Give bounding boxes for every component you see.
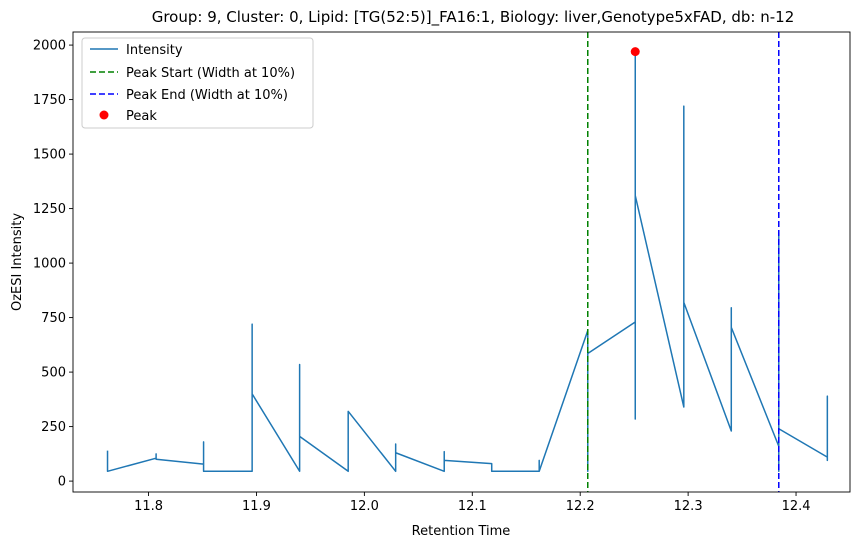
y-tick-label-5: 1250 [33,202,66,217]
series-line-0 [106,50,829,473]
y-tick-label-6: 1500 [33,148,66,163]
legend-peak-swatch [99,110,109,120]
x-tick-label-5: 12.3 [674,499,703,514]
peak-marker-0 [630,47,640,57]
y-axis-label: OzESI Intensity [10,213,25,311]
x-tick-label-6: 12.4 [782,499,811,514]
y-tick-label-0: 0 [58,475,66,490]
x-tick-label-1: 11.9 [242,499,271,514]
plot-area [106,32,829,492]
x-tick-label-3: 12.1 [458,499,487,514]
legend-peak-end-label: Peak End (Width at 10%) [126,88,288,103]
legend-peak-start-label: Peak Start (Width at 10%) [126,66,295,81]
legend-intensity-label: Intensity [126,43,183,58]
chart-title: Group: 9, Cluster: 0, Lipid: [TG(52:5)]_… [152,8,795,27]
x-tick-label-0: 11.8 [134,499,163,514]
legend-peak-label: Peak [126,109,157,124]
y-tick-label-4: 1000 [33,257,66,272]
legend-box [81,37,314,129]
y-tick-label-3: 750 [41,311,66,326]
y-tick-label-7: 1750 [33,93,66,108]
axes: 11.8 11.9 12.0 12.1 12.2 12.3 12.4 0 250 500 750 10… [33,31,851,514]
y-tick-label-1: 250 [41,420,66,435]
y-tick-label-2: 500 [41,366,66,381]
axes-frame [72,31,851,493]
x-tick-label-4: 12.2 [566,499,595,514]
x-axis-label: Retention Time [412,524,511,539]
y-tick-label-8: 2000 [33,39,66,54]
x-tick-label-2: 12.0 [350,499,379,514]
legend: Intensity Peak Start (Width at 10%) Peak… [81,37,314,129]
